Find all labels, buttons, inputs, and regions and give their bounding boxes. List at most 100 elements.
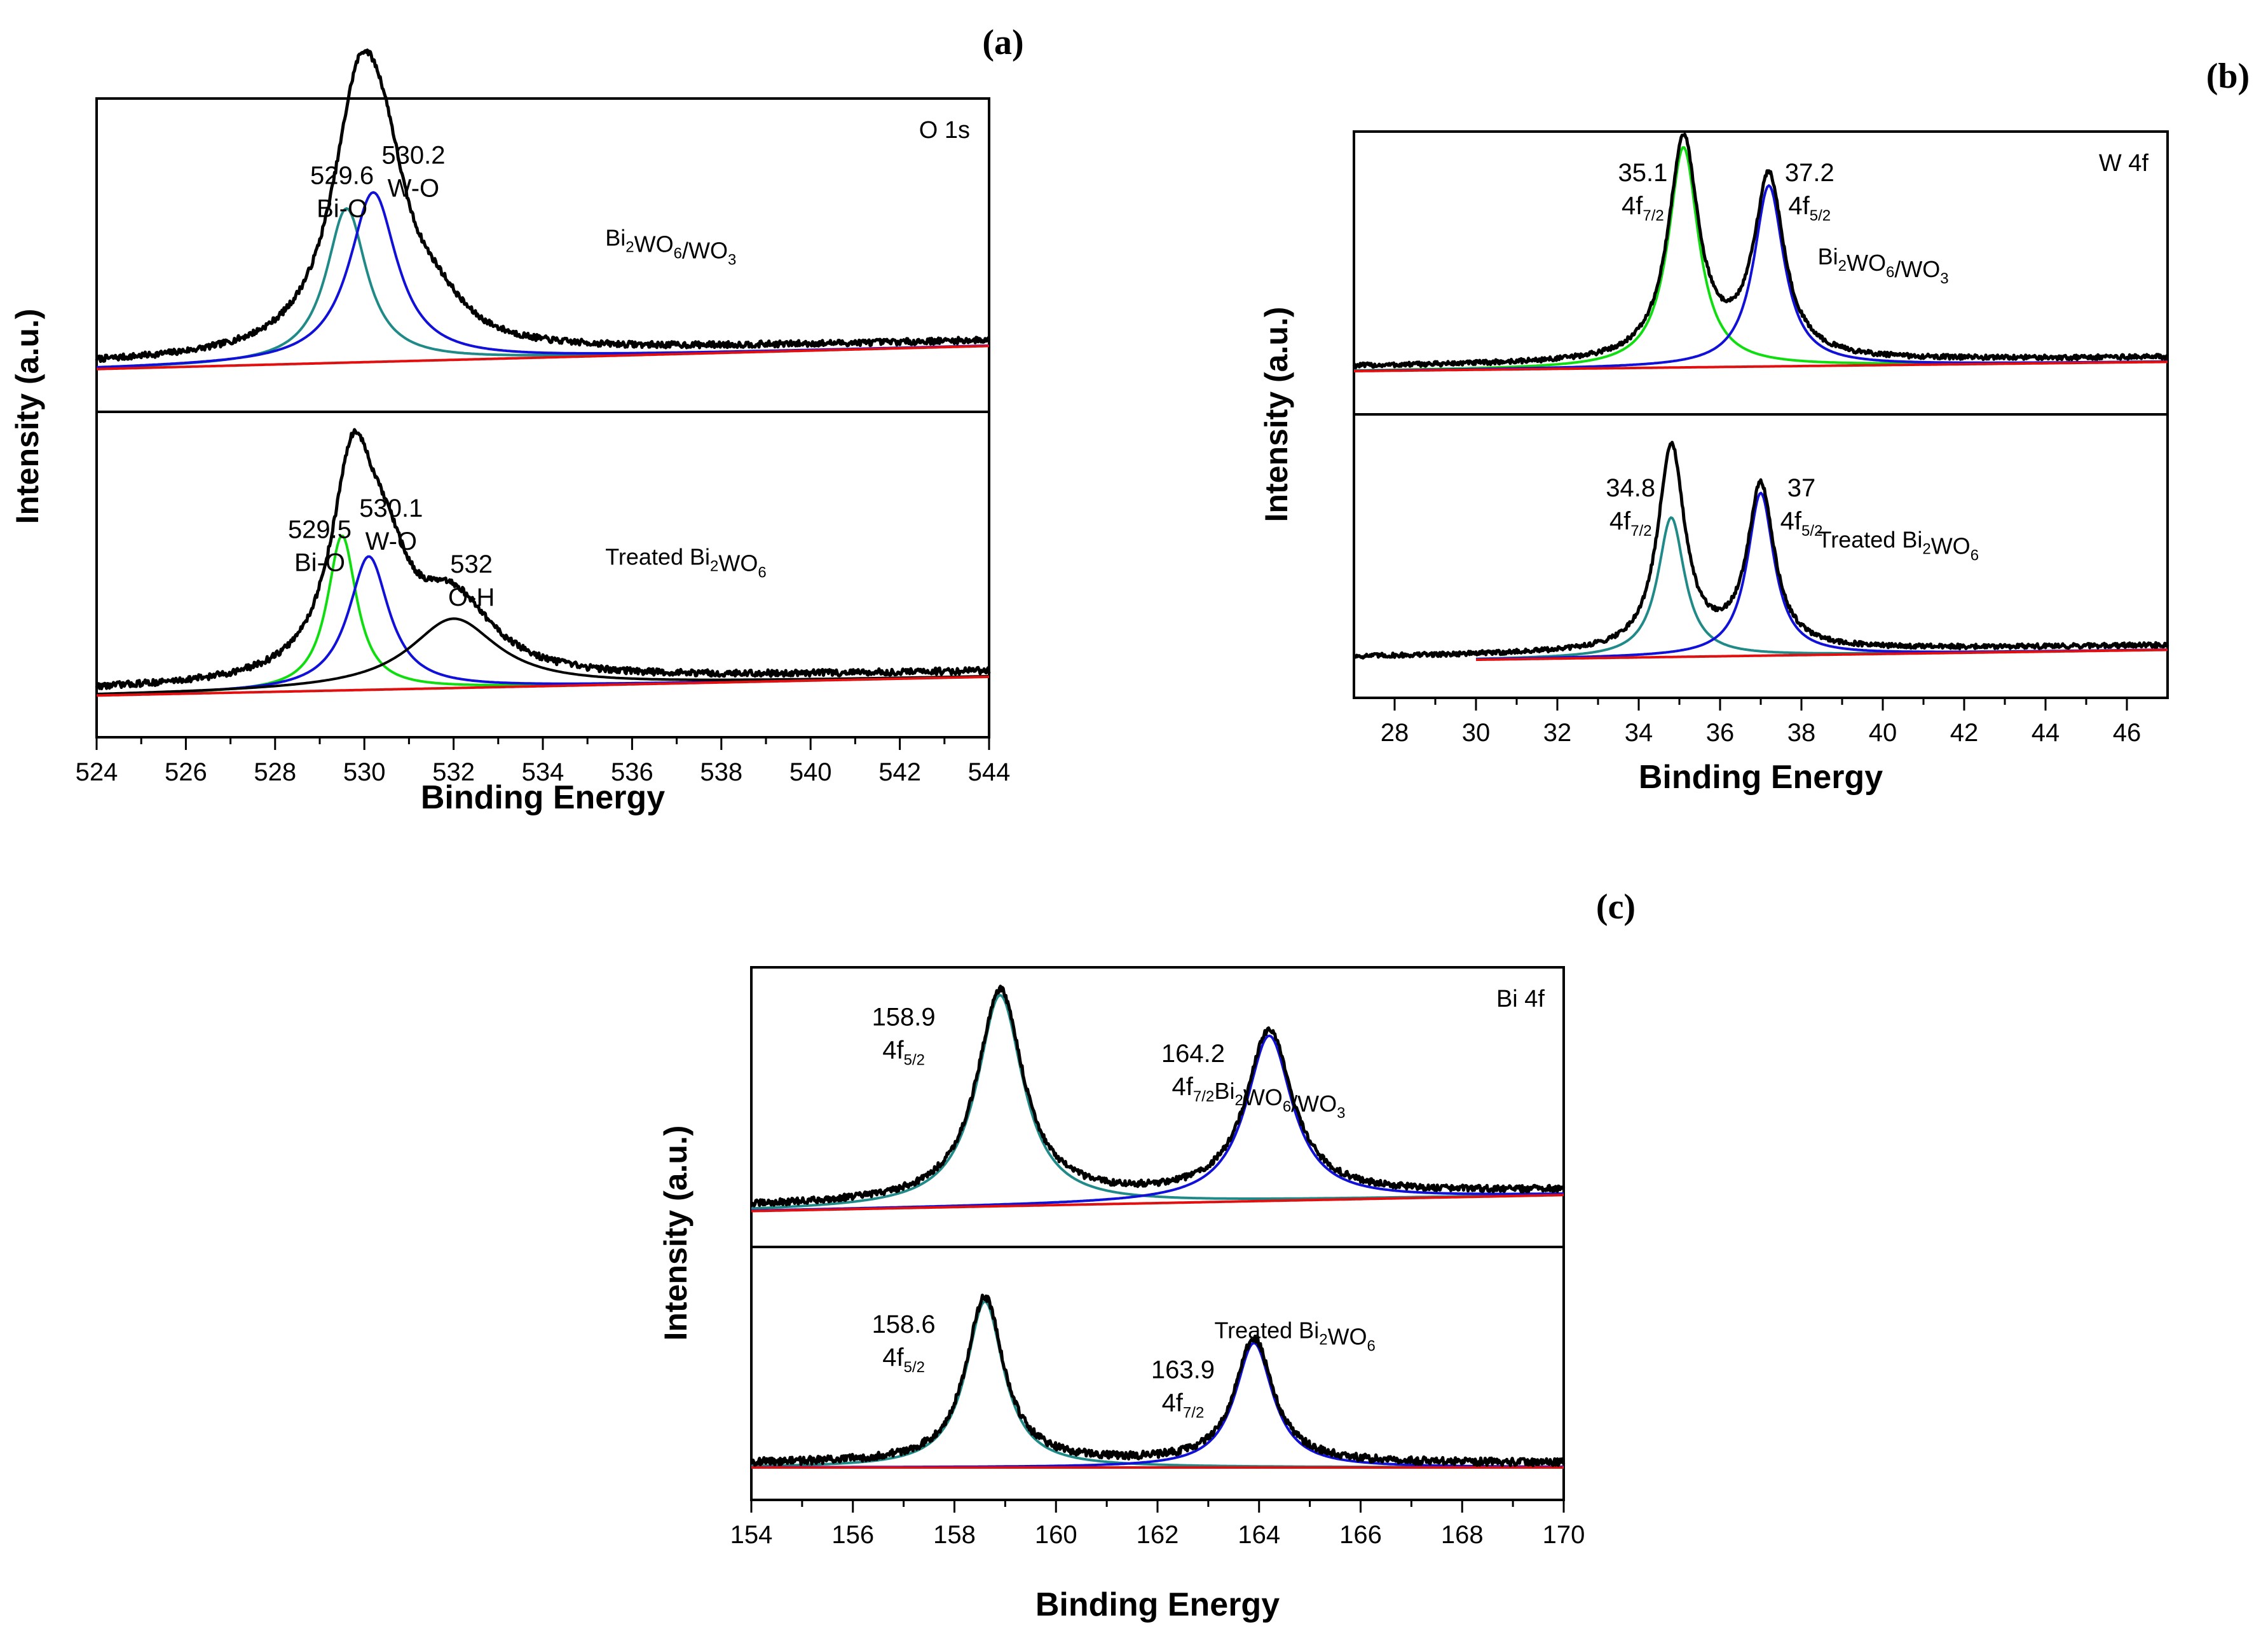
y-axis-label: Intensity (a.u.) (1259, 307, 1294, 522)
core-level-label: W 4f (2099, 150, 2149, 177)
peak-assignment-label: 4f7/2 (1172, 1073, 1215, 1105)
x-tick-label: 524 (76, 758, 118, 786)
peak-assignment-label: 4f7/2 (1609, 507, 1652, 540)
peak-position-label: 158.6 (872, 1311, 936, 1338)
x-tick-label: 34 (1625, 719, 1653, 747)
panel-b: (b) 28 30 32 34 36 38 40 42 44 46 Binding Energy Int… (1259, 57, 2250, 796)
x-axis-label: Binding Energy (1639, 759, 1883, 796)
component-4f5-2 (1353, 184, 2168, 372)
peak-assignment-label: Bi-O (317, 195, 367, 223)
x-tick-label: 528 (254, 758, 296, 786)
peak-position-label: 164.2 (1161, 1040, 1225, 1068)
subplot-treated: 158.6 4f5/2 163.9 4f7/2 Treated Bi2WO6 (750, 1293, 1566, 1469)
core-level-label: Bi 4f (1496, 986, 1545, 1012)
peak-position-label: 530.2 (381, 141, 445, 169)
sample-label: Bi2WO6/WO3 (1818, 243, 1949, 287)
peak-assignment-label: O-H (448, 583, 495, 611)
peak-position-label: 529.6 (310, 162, 374, 190)
x-tick-label: 166 (1339, 1521, 1382, 1549)
x-tick-label: 542 (878, 758, 921, 786)
component-background (751, 1194, 1564, 1213)
x-tick-label: 534 (522, 758, 564, 786)
component-4f5-2 (1476, 491, 2168, 661)
x-tick-label: 28 (1381, 719, 1409, 747)
peak-position-label: 532 (450, 550, 493, 578)
x-axis-label: Binding Energy (1035, 1586, 1280, 1623)
component-background (96, 676, 989, 697)
experimental-spectrum (750, 1293, 1566, 1467)
component-background (1475, 648, 2168, 662)
panel-letter: (c) (1596, 887, 1636, 927)
x-tick-label: 32 (1543, 719, 1572, 747)
x-tick-label: 168 (1441, 1521, 1484, 1549)
x-tick-label: 170 (1543, 1521, 1585, 1549)
y-axis-label: Intensity (a.u.) (10, 309, 45, 524)
subplot-treated: 529.5 Bi-O 530.1 W-O 532 O-H Treated Bi2WO6 (95, 428, 991, 697)
peak-position-label: 35.1 (1618, 159, 1667, 187)
x-tick-label: 544 (968, 758, 1011, 786)
x-tick-label: 536 (611, 758, 653, 786)
x-tick-label: 538 (700, 758, 742, 786)
sample-label: Bi2WO6/WO3 (1214, 1078, 1345, 1122)
peak-assignment-label: 4f5/2 (1780, 507, 1823, 540)
peak-position-label: 34.8 (1606, 474, 1655, 502)
experimental-spectrum (95, 48, 991, 364)
sample-label: Bi2WO6/WO3 (605, 225, 736, 269)
x-tick-label: 162 (1137, 1521, 1179, 1549)
component-background (1354, 360, 2168, 372)
y-axis-label: Intensity (a.u.) (658, 1126, 693, 1341)
peak-assignment-label: W-O (388, 174, 439, 202)
peak-position-label: 37.2 (1785, 159, 1834, 187)
peak-assignment-label: 4f5/2 (882, 1036, 925, 1068)
plot-frame (750, 966, 1565, 1501)
sample-label: Treated Bi2WO6 (1818, 527, 1979, 564)
x-tick-label: 44 (2032, 719, 2060, 747)
peak-assignment-label: W-O (365, 528, 417, 555)
x-tick-label: 40 (1869, 719, 1897, 747)
sample-label: Treated Bi2WO6 (1214, 1317, 1375, 1354)
peak-assignment-label: Bi-O (294, 549, 345, 577)
plot-frame (95, 97, 990, 739)
x-tick-label: 156 (831, 1521, 874, 1549)
x-tick-label: 530 (343, 758, 386, 786)
panel-c: (c) 154 156 158 160 162 164 166 168 170 Binding En… (658, 887, 1636, 1623)
subplot-composite: 158.9 4f5/2 164.2 4f7/2 Bi2WO6/WO3 (749, 984, 1566, 1213)
peak-assignment-label: 4f7/2 (1162, 1389, 1205, 1422)
peak-position-label: 529.5 (288, 516, 352, 544)
component-background (96, 344, 989, 371)
experimental-spectrum (749, 984, 1566, 1208)
x-tick-label: 164 (1238, 1521, 1280, 1549)
core-level-label: O 1s (919, 117, 970, 144)
subplot-composite: 35.1 4f7/2 37.2 4f5/2 Bi2WO6/WO3 (1352, 132, 2169, 372)
peak-assignment-label: 4f7/2 (1622, 192, 1664, 224)
peak-assignment-label: 4f5/2 (882, 1344, 925, 1376)
x-axis-label: Binding Energy (421, 779, 665, 816)
x-tick-label: 42 (1950, 719, 1979, 747)
x-tick-label: 36 (1706, 719, 1735, 747)
sample-label: Treated Bi2WO6 (605, 544, 766, 582)
x-tick-label: 160 (1035, 1521, 1077, 1549)
x-tick-label: 154 (730, 1521, 773, 1549)
panel-a: (a) 524 526 528 530 532 534 536 538 540 542 544 Bind… (10, 23, 1024, 816)
x-tick-label: 30 (1462, 719, 1491, 747)
x-tick-label: 532 (432, 758, 475, 786)
peak-position-label: 37 (1787, 474, 1816, 502)
x-tick-label: 38 (1787, 719, 1816, 747)
experimental-spectrum (1353, 440, 2169, 660)
x-tick-label: 526 (165, 758, 207, 786)
peak-assignment-label: 4f5/2 (1788, 192, 1831, 224)
x-tick-label: 540 (789, 758, 832, 786)
experimental-spectrum (95, 428, 991, 691)
component-o-h (96, 617, 989, 695)
component-4f7-2 (1354, 146, 2168, 372)
peak-position-label: 158.9 (872, 1003, 936, 1031)
peak-position-label: 163.9 (1151, 1356, 1215, 1384)
panel-letter: (b) (2206, 57, 2250, 96)
experimental-spectrum (1352, 132, 2169, 369)
x-tick-label: 46 (2113, 719, 2142, 747)
panel-letter: (a) (982, 23, 1023, 62)
peak-position-label: 530.1 (359, 494, 423, 522)
subplot-composite: 529.6 Bi-O 530.2 W-O Bi2WO6/WO3 (95, 48, 991, 371)
